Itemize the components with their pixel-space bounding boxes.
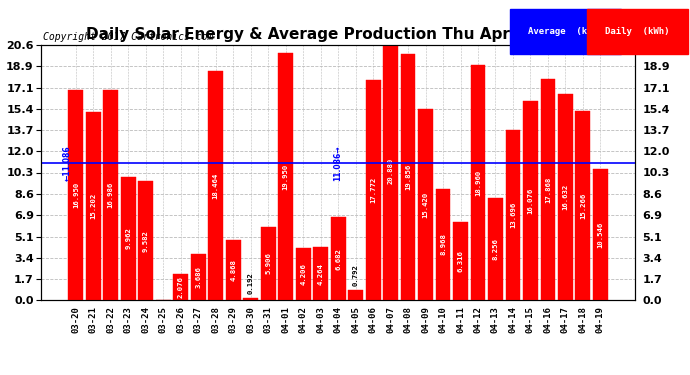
Text: Daily  (kWh): Daily (kWh): [605, 27, 669, 36]
Bar: [401, 54, 415, 300]
Text: 4.206: 4.206: [300, 263, 306, 285]
Text: ←11.086: ←11.086: [63, 145, 72, 181]
Text: 15.202: 15.202: [90, 193, 97, 219]
Bar: [575, 111, 591, 300]
Text: 5.906: 5.906: [265, 252, 271, 274]
Bar: [471, 65, 486, 300]
Bar: [453, 222, 468, 300]
Text: 19.950: 19.950: [283, 164, 288, 190]
Bar: [540, 79, 555, 300]
Text: 6.682: 6.682: [335, 248, 341, 270]
Bar: [121, 177, 136, 300]
Title: Daily Solar Energy & Average Production Thu Apr 20 19:34: Daily Solar Energy & Average Production …: [86, 27, 590, 42]
Text: 19.856: 19.856: [405, 164, 411, 190]
Text: 18.960: 18.960: [475, 170, 481, 196]
Text: 2.076: 2.076: [178, 276, 184, 298]
Text: 0.192: 0.192: [248, 272, 254, 294]
Text: 13.696: 13.696: [510, 202, 516, 228]
Text: 17.772: 17.772: [370, 177, 376, 203]
Bar: [593, 170, 608, 300]
Bar: [226, 240, 241, 300]
Text: 10.546: 10.546: [598, 222, 603, 248]
Bar: [190, 254, 206, 300]
Bar: [68, 90, 83, 300]
Bar: [138, 182, 153, 300]
Bar: [366, 80, 380, 300]
Bar: [173, 274, 188, 300]
Text: 6.316: 6.316: [457, 250, 464, 272]
Bar: [506, 130, 520, 300]
Text: 9.582: 9.582: [143, 230, 149, 252]
Text: 16.950: 16.950: [73, 182, 79, 208]
Bar: [488, 198, 503, 300]
Text: 15.266: 15.266: [580, 192, 586, 219]
Text: 4.868: 4.868: [230, 259, 236, 281]
Bar: [86, 112, 101, 300]
Bar: [278, 53, 293, 300]
Text: 9.962: 9.962: [126, 227, 131, 249]
Bar: [435, 189, 451, 300]
Bar: [331, 217, 346, 300]
Text: 16.632: 16.632: [562, 184, 569, 210]
Text: 4.264: 4.264: [317, 262, 324, 285]
Bar: [348, 290, 363, 300]
Text: 16.986: 16.986: [108, 182, 114, 208]
Text: Average  (kWh): Average (kWh): [528, 27, 603, 36]
Text: 20.880: 20.880: [388, 158, 393, 184]
Text: 3.686: 3.686: [195, 266, 201, 288]
Text: 17.868: 17.868: [545, 176, 551, 203]
Text: 8.256: 8.256: [493, 238, 498, 260]
Bar: [244, 298, 258, 300]
Bar: [558, 94, 573, 300]
Text: 8.968: 8.968: [440, 234, 446, 255]
Bar: [523, 101, 538, 300]
Bar: [261, 227, 275, 300]
Bar: [208, 72, 223, 300]
Text: 15.420: 15.420: [422, 191, 428, 217]
Bar: [418, 109, 433, 300]
Text: 16.076: 16.076: [527, 188, 533, 214]
Bar: [296, 248, 310, 300]
Text: Copyright 2017 Cartronics.com: Copyright 2017 Cartronics.com: [43, 33, 213, 42]
Bar: [104, 90, 118, 300]
Bar: [383, 42, 398, 300]
Bar: [313, 247, 328, 300]
Text: 11.086→: 11.086→: [333, 145, 343, 181]
Text: 18.464: 18.464: [213, 172, 219, 199]
Text: 0.792: 0.792: [353, 265, 359, 286]
